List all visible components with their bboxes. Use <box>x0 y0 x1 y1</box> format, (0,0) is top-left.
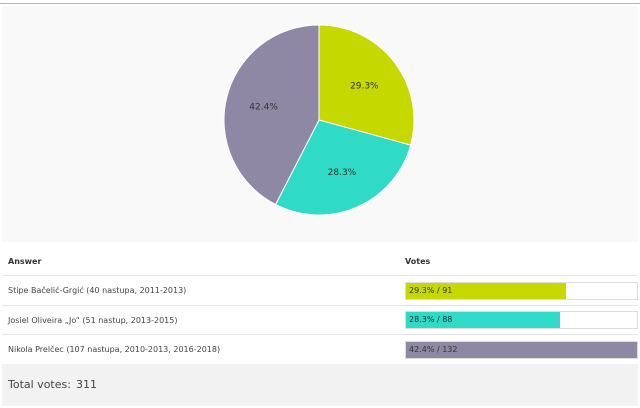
votes-header: Votes <box>405 257 431 266</box>
answer-label: Nikola Prelčec (107 nastupa, 2010-2013, … <box>8 345 221 354</box>
divider <box>2 275 638 276</box>
vote-bar: 28.3% / 88 <box>405 311 638 329</box>
pie-slice <box>318 24 415 146</box>
pie-slice-label: 29.3% <box>350 81 379 91</box>
vote-bar: 42.4% / 132 <box>405 341 638 359</box>
total-votes: Total votes: 311 <box>2 364 638 406</box>
total-votes-label: Total votes: <box>8 378 71 391</box>
pie-slice-label: 42.4% <box>249 103 278 113</box>
vote-bar: 29.3% / 91 <box>405 282 638 300</box>
divider <box>2 305 638 306</box>
vote-bar-fill <box>406 342 637 358</box>
vote-bar-text: 42.4% / 132 <box>409 345 458 354</box>
answer-label: Stipe Bačelić-Grgić (40 nastupa, 2011-20… <box>8 286 187 295</box>
vote-bar-text: 28.3% / 88 <box>409 315 453 324</box>
pie-slice <box>274 119 412 216</box>
total-votes-value: 311 <box>76 378 97 391</box>
vote-bar-fill <box>406 312 561 328</box>
pie-chart: 29.3% 28.3% 42.4% <box>223 24 415 216</box>
divider <box>2 334 638 335</box>
vote-bar-fill <box>406 283 566 299</box>
answer-label: Josiel Oliveira „Jo“ (51 nastup, 2013-20… <box>8 316 178 325</box>
answer-header: Answer <box>8 257 42 266</box>
pie-slice <box>223 24 320 206</box>
vote-bar-text: 29.3% / 91 <box>409 286 453 295</box>
top-divider <box>0 3 640 4</box>
pie-slice-label: 28.3% <box>328 168 357 178</box>
